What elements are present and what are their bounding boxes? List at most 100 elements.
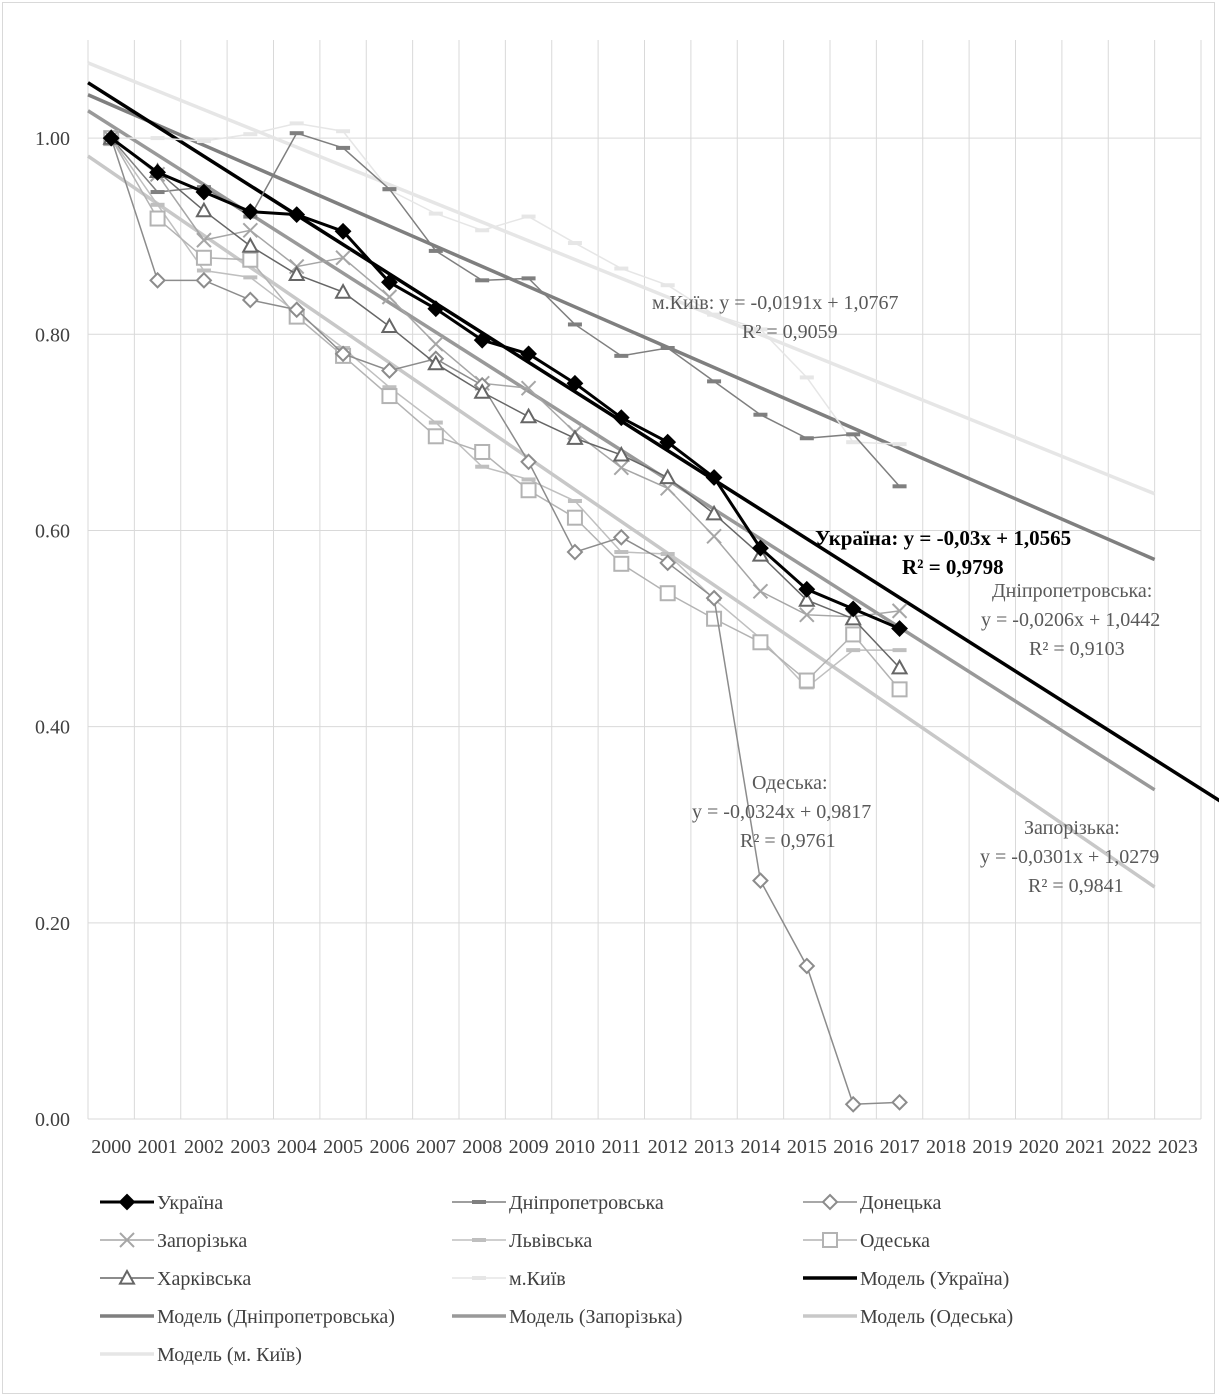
y-tick-label: 0.40 bbox=[35, 717, 70, 739]
legend-label: Україна bbox=[157, 1192, 223, 1214]
x-tick-label: 2007 bbox=[416, 1136, 456, 1158]
data-point bbox=[242, 222, 259, 239]
x-tick-label: 2002 bbox=[184, 1136, 224, 1158]
data-point bbox=[428, 336, 444, 352]
y-tick-label: 0.80 bbox=[35, 324, 70, 346]
data-point bbox=[705, 589, 723, 607]
zap-label: Запорізька: bbox=[1024, 817, 1120, 839]
data-point bbox=[334, 222, 352, 240]
legend-entry: Модель (Запорізька) bbox=[452, 1306, 682, 1328]
series-line bbox=[110, 137, 900, 618]
data-point bbox=[118, 1193, 136, 1211]
x-tick-label: 2008 bbox=[462, 1136, 502, 1158]
legend-label: Донецька bbox=[860, 1192, 941, 1214]
legend-label: Модель (Запорізька) bbox=[509, 1306, 682, 1328]
y-tick-label: 0.60 bbox=[35, 520, 70, 542]
data-point bbox=[381, 388, 398, 405]
x-tick-label: 2011 bbox=[602, 1136, 641, 1158]
series-line bbox=[111, 122, 900, 445]
data-point bbox=[334, 283, 352, 299]
legend-entry: Модель (Одеська) bbox=[803, 1306, 1013, 1328]
legend-label: Модель (Дніпропетровська) bbox=[157, 1306, 395, 1328]
data-point bbox=[798, 672, 815, 689]
trendline bbox=[87, 61, 1156, 496]
data-point bbox=[844, 600, 862, 618]
x-tick-label: 2021 bbox=[1065, 1136, 1105, 1158]
data-point bbox=[844, 609, 862, 626]
odesa-equation: y = -0,0324x + 0,9817 bbox=[692, 801, 871, 823]
data-point bbox=[241, 236, 260, 253]
data-point bbox=[658, 468, 677, 485]
zap-r2: R² = 0,9841 bbox=[1028, 875, 1124, 897]
data-point bbox=[752, 539, 769, 557]
data-point bbox=[752, 634, 769, 651]
data-point bbox=[149, 210, 166, 227]
data-point bbox=[242, 251, 259, 268]
legend-entry: Запорізька bbox=[100, 1230, 247, 1252]
data-point bbox=[102, 129, 120, 147]
data-point bbox=[195, 183, 213, 201]
legend-label: Модель (Україна) bbox=[860, 1268, 1009, 1290]
x-tick-label: 2005 bbox=[323, 1136, 363, 1158]
data-point bbox=[288, 206, 306, 224]
x-tick-label: 2001 bbox=[138, 1136, 178, 1158]
x-tick-label: 2018 bbox=[926, 1136, 966, 1158]
ukraine-r2: R² = 0,9798 bbox=[902, 555, 1004, 579]
x-tick-label: 2022 bbox=[1111, 1136, 1151, 1158]
dnipro-r2: R² = 0,9103 bbox=[1029, 638, 1125, 660]
data-point bbox=[798, 591, 816, 607]
series-5 bbox=[103, 130, 908, 698]
data-point bbox=[196, 232, 212, 248]
trendline bbox=[87, 81, 1219, 803]
data-point bbox=[520, 482, 537, 499]
data-point bbox=[613, 459, 630, 476]
data-point bbox=[241, 203, 259, 221]
data-point bbox=[566, 509, 583, 526]
legend-label: Дніпропетровська bbox=[509, 1192, 664, 1214]
data-point bbox=[891, 603, 908, 619]
odesa-r2: R² = 0,9761 bbox=[740, 830, 836, 852]
kyiv-r2: R² = 0,9059 bbox=[742, 321, 838, 343]
data-point bbox=[473, 331, 491, 349]
data-point bbox=[381, 273, 398, 291]
legend: Україна Дніпропетровська Донецька Запорізьк… bbox=[100, 1192, 1013, 1366]
series-6 bbox=[102, 129, 909, 675]
data-point bbox=[890, 658, 909, 675]
legend-entry: Львівська bbox=[452, 1230, 592, 1252]
data-point bbox=[891, 1093, 908, 1111]
data-point bbox=[474, 443, 491, 460]
data-point bbox=[195, 249, 212, 266]
data-point bbox=[566, 374, 584, 392]
data-point bbox=[706, 528, 722, 545]
ukraine-equation: Україна: y = -0,03x + 1,0565 bbox=[815, 526, 1071, 550]
data-point bbox=[473, 383, 491, 399]
data-point bbox=[612, 445, 631, 462]
data-point bbox=[705, 469, 723, 486]
data-point bbox=[519, 407, 538, 424]
data-point bbox=[241, 291, 259, 309]
legend-entry: Харківська bbox=[100, 1268, 251, 1290]
series-2 bbox=[102, 129, 908, 1113]
x-axis-ticks: 2000 2001 2002 2003 2004 2005 2006 2007 2008 2009… bbox=[91, 1136, 1198, 1158]
gridlines bbox=[87, 40, 1202, 1120]
trendlines bbox=[87, 61, 1219, 889]
data-point bbox=[705, 504, 723, 521]
y-tick-label: 0.20 bbox=[35, 913, 70, 935]
dnipro-equation: y = -0,0206x + 1,0442 bbox=[981, 609, 1160, 631]
kyiv-equation: м.Київ: y = -0,0191x + 1,0767 bbox=[652, 292, 898, 314]
data-point bbox=[659, 585, 676, 602]
legend-entry: Модель (м. Київ) bbox=[100, 1344, 302, 1366]
data-point bbox=[752, 872, 769, 890]
data-point bbox=[821, 1193, 839, 1211]
data-point bbox=[149, 271, 166, 289]
legend-label: м.Київ bbox=[509, 1268, 566, 1290]
x-tick-label: 2004 bbox=[277, 1136, 317, 1158]
zap-equation: y = -0,0301x + 1,0279 bbox=[980, 846, 1159, 868]
odesa-label: Одеська: bbox=[752, 772, 828, 794]
data-point bbox=[427, 300, 445, 318]
data-point bbox=[659, 554, 677, 572]
data-point bbox=[195, 271, 213, 289]
data-point bbox=[891, 681, 908, 698]
x-tick-label: 2003 bbox=[230, 1136, 270, 1158]
